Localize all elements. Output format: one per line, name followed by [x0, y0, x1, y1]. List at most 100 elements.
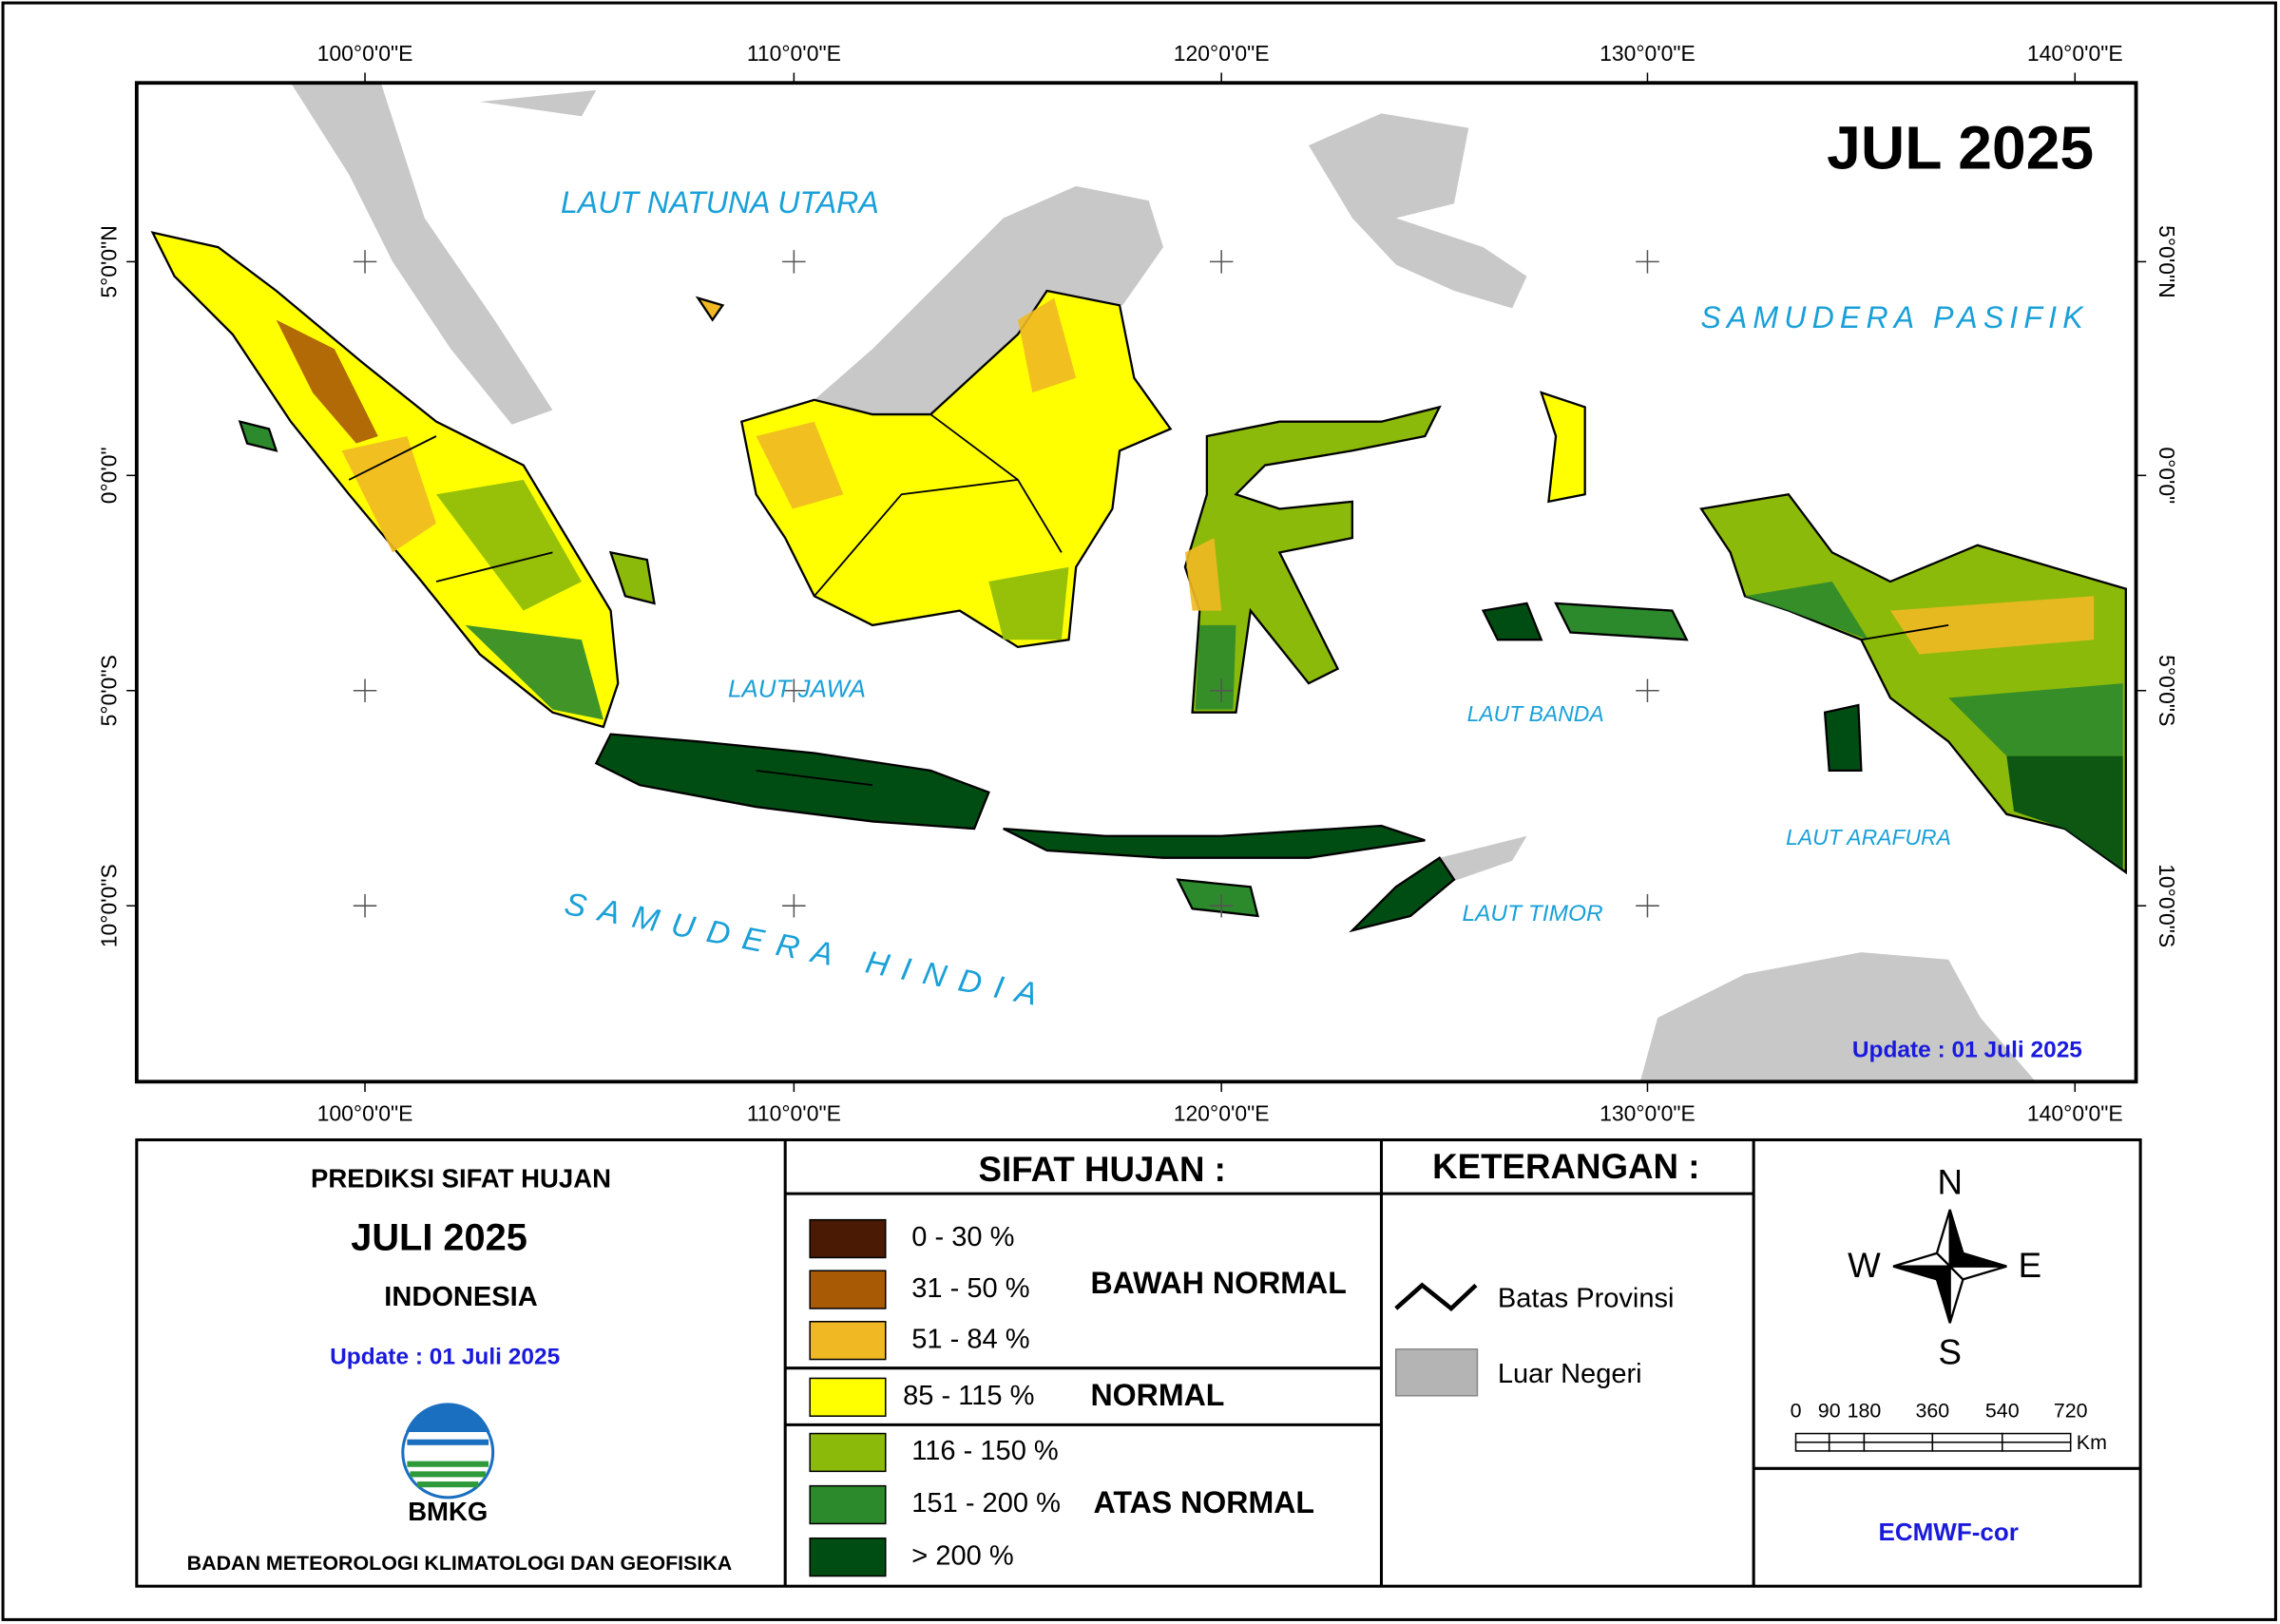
timor-leste [1439, 835, 1527, 882]
scale-label: 180 [1848, 1399, 1882, 1422]
logo-text: BMKG [408, 1497, 488, 1526]
scale-segment [1931, 1432, 2003, 1443]
sea-label: LAUT BANDA [1467, 701, 1604, 726]
lat-label: 0°0'0" [96, 447, 121, 504]
sea-label: LAUT NATUNA UTARA [561, 185, 879, 220]
island-aru [1823, 703, 1863, 773]
scale-unit: Km [2077, 1431, 2107, 1454]
legend-group: NORMAL [1090, 1378, 1224, 1412]
legend-group: ATAS NORMAL [1094, 1485, 1314, 1519]
lat-label: 10°0'0"S [2155, 864, 2179, 947]
sea-label: LAUT ARAFURA [1786, 825, 1951, 850]
panel-update: Update : 01 Juli 2025 [330, 1344, 560, 1369]
lon-label: 120°0'0"E [1174, 41, 1270, 66]
map-area [150, 83, 2127, 1082]
legend-swatch [809, 1320, 887, 1361]
legend-swatch [809, 1537, 887, 1577]
lat-label: 5°0'0"S [96, 655, 121, 726]
legend-title: SIFAT HUJAN : [979, 1150, 1226, 1189]
legend: 0 - 30 % 31 - 50 % 51 - 84 % 85 - 115 % 116 … [809, 1218, 1347, 1577]
island-kepri [695, 296, 725, 322]
foreign-icon [1395, 1348, 1479, 1397]
island-buru-seram [1554, 602, 1689, 641]
legend-swatch [809, 1484, 887, 1525]
compass-s: S [1938, 1333, 1961, 1372]
rainfall-patch [1195, 624, 1236, 710]
scale-segment [1794, 1432, 1830, 1443]
scale-segment [1931, 1441, 2003, 1452]
rainfall-patch [1744, 581, 1869, 640]
lon-label: 130°0'0"E [1600, 1101, 1696, 1126]
rainfall-patch [465, 624, 604, 720]
rainfall-patch [435, 479, 582, 611]
panel-title: PREDIKSI SIFAT HUJAN [311, 1164, 611, 1194]
sea-label: LAUT TIMOR [1462, 901, 1602, 927]
keterangan-item: Luar Negeri [1498, 1359, 1642, 1389]
legend-swatch [809, 1270, 887, 1309]
rainfall-patch [1017, 297, 1077, 393]
lat-label: 5°0'0"N [96, 225, 121, 298]
rainfall-patch [988, 566, 1069, 640]
lon-label: 140°0'0"E [2027, 1101, 2123, 1126]
province-boundary [756, 769, 873, 787]
island-nias [238, 420, 278, 452]
compass-rose [1892, 1209, 2007, 1324]
sea-label: LAUT JAWA [728, 675, 866, 703]
map-border [134, 81, 2138, 1084]
legend-label: 151 - 200 % [911, 1488, 1061, 1519]
panel-period: JULI 2025 [351, 1217, 527, 1259]
legend-swatch [809, 1218, 887, 1259]
lon-label: 130°0'0"E [1600, 41, 1696, 66]
legend-label: 85 - 115 % [903, 1381, 1034, 1411]
compass-e: E [2019, 1246, 2041, 1285]
scale-segment [1828, 1441, 1866, 1452]
australia [1639, 952, 2036, 1082]
legend-label: 31 - 50 % [911, 1273, 1029, 1304]
province-boundary [435, 551, 553, 583]
province-boundary [1861, 623, 1949, 641]
legend-label: 116 - 150 % [911, 1436, 1058, 1466]
keterangan-item: Batas Provinsi [1498, 1283, 1675, 1313]
rainfall-patch [1948, 683, 2123, 756]
island-seram [1481, 602, 1543, 641]
map-update: Update : 01 Juli 2025 [1852, 1038, 2082, 1063]
legend-swatch [809, 1377, 887, 1417]
rainfall-patch [1184, 538, 1222, 611]
lon-label: 100°0'0"E [317, 1101, 413, 1126]
province-boundary [348, 435, 437, 481]
lon-label: 110°0'0"E [747, 41, 841, 66]
source: ECMWF-cor [1879, 1518, 2019, 1546]
island-nusa-tenggara [1003, 824, 1426, 859]
province-line-icon [1394, 1282, 1478, 1312]
map-frame [134, 81, 2138, 1084]
panel-border [135, 1137, 2142, 1588]
scale-segment [1828, 1432, 1866, 1443]
scale-bar: 0 90 180 360 540 720 Km [1791, 1399, 2107, 1454]
scale-segment [1794, 1441, 1830, 1452]
island-halmahera [1539, 391, 1586, 504]
philippines [1308, 113, 1527, 309]
rainfall-patch [1889, 596, 2095, 655]
lon-label: 100°0'0"E [317, 41, 413, 66]
lat-label: 10°0'0"S [96, 864, 121, 947]
malay-peninsula [290, 83, 553, 425]
indonesia [150, 231, 2127, 933]
island-sumba [1176, 878, 1259, 918]
province-boundary [814, 478, 1019, 597]
rainfall-patch [276, 319, 378, 444]
map-title: JUL 2025 [1827, 114, 2094, 182]
scale-label: 720 [2054, 1399, 2088, 1422]
scale-segment [2002, 1432, 2072, 1443]
scale-label: 0 [1791, 1399, 1802, 1422]
legend-swatch [809, 1432, 887, 1473]
legend-label: > 200 % [911, 1540, 1013, 1571]
scale-segment [2002, 1441, 2072, 1452]
scale-segment [1863, 1432, 1934, 1443]
compass-n: N [1937, 1163, 1963, 1202]
legend-label: 0 - 30 % [911, 1222, 1014, 1252]
bmkg-logo [401, 1403, 495, 1500]
panel-frame [135, 1137, 2142, 1588]
lon-label: 110°0'0"E [747, 1101, 841, 1126]
